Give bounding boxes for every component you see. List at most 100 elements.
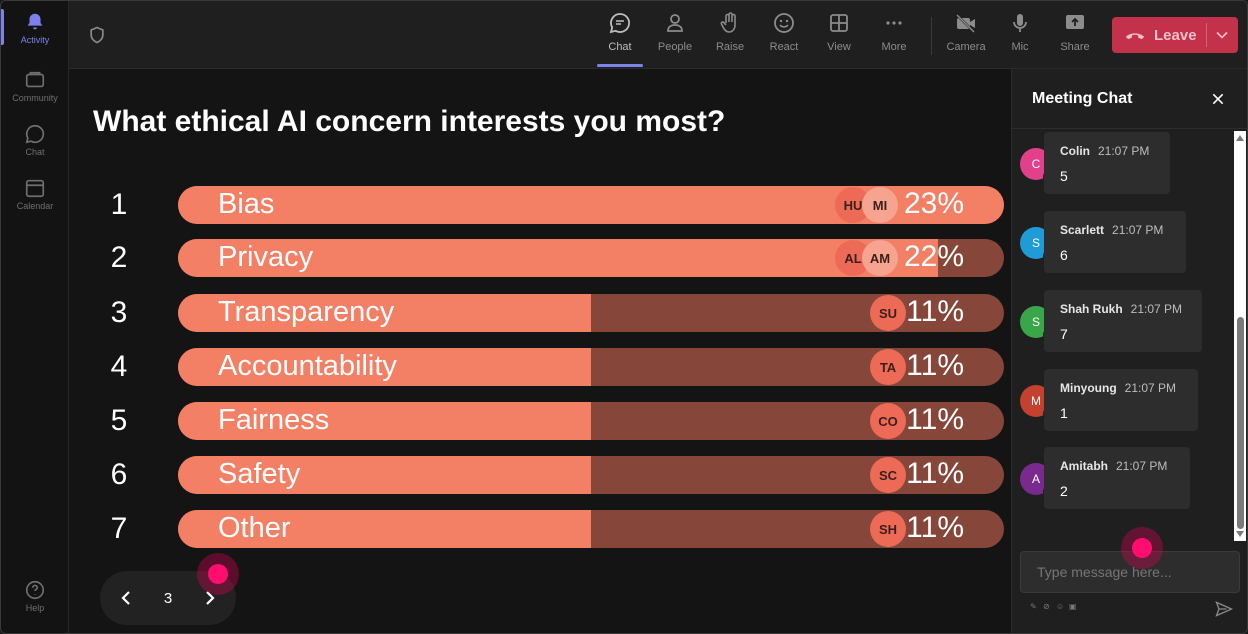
option-label: Accountability: [218, 350, 397, 382]
rail-label: Activity: [20, 35, 50, 45]
scroll-thumb[interactable]: [1237, 317, 1244, 529]
chevron-right-icon[interactable]: [198, 586, 222, 610]
chat-button[interactable]: Chat: [595, 11, 645, 67]
scroll-up-arrow[interactable]: [1236, 135, 1244, 141]
option-bar-fill: [178, 402, 591, 440]
message-header: Minyoung 21:07 PM: [1060, 379, 1182, 397]
message-text: 1: [1060, 405, 1068, 421]
meeting-toolbar: Chat People Raise React View More Camera: [69, 1, 1247, 69]
option-rank: 6: [110, 458, 128, 491]
rail-item-activity[interactable]: Activity: [1, 1, 69, 55]
app-rail: Activity Community Chat Calendar Help: [1, 1, 69, 633]
people-button[interactable]: People: [650, 11, 700, 63]
close-icon[interactable]: [1210, 91, 1226, 107]
message-time: 21:07 PM: [1098, 144, 1150, 158]
message-header: Amitabh 21:07 PM: [1060, 457, 1174, 475]
share-icon: [1066, 15, 1084, 29]
voter-avatar: SH: [870, 511, 906, 547]
leave-divider: [1206, 23, 1207, 47]
message-text: 7: [1060, 326, 1068, 342]
send-icon[interactable]: [1214, 599, 1234, 619]
meeting-chat-panel: Meeting Chat C Colin 21:07 PM 5 S Scarlett 21:…: [1011, 69, 1247, 633]
chat-message: M Minyoung 21:07 PM 1: [1020, 369, 1220, 433]
share-button[interactable]: Share: [1050, 11, 1100, 63]
chat-scrollbar[interactable]: [1234, 131, 1246, 541]
message-text: 6: [1060, 247, 1068, 263]
shield-icon[interactable]: [87, 25, 107, 45]
rail-item-community[interactable]: Community: [1, 59, 69, 113]
more-button-label: More: [881, 41, 907, 53]
leave-button[interactable]: Leave: [1112, 17, 1238, 53]
option-bar-fill: [178, 348, 591, 386]
grid-icon: [830, 14, 848, 32]
message-bubble: Shah Rukh 21:07 PM 7: [1044, 290, 1202, 352]
smile-icon: [774, 13, 794, 33]
message-header: Colin 21:07 PM: [1060, 142, 1154, 160]
view-button[interactable]: View: [814, 11, 864, 63]
option-bar-fill: [178, 239, 938, 277]
option-label: Transparency: [218, 296, 395, 328]
click-indicator: [197, 553, 239, 595]
mic-button[interactable]: Mic: [995, 11, 1045, 63]
chat-message: A Amitabh 21:07 PM 2: [1020, 447, 1220, 511]
message-input[interactable]: [1020, 551, 1240, 593]
message-time: 21:07 PM: [1112, 223, 1164, 237]
option-percent: 11%: [906, 403, 964, 436]
poll-option-row: 1 Bias HU MI 23%: [69, 186, 1011, 224]
rail-item-calendar[interactable]: Calendar: [1, 167, 69, 221]
phone-hangup-icon: [1125, 33, 1145, 40]
people-button-label: People: [657, 41, 693, 53]
rail-item-chat[interactable]: Chat: [1, 113, 69, 167]
click-indicator: [1121, 527, 1163, 569]
emoji-icon[interactable]: ☺: [1056, 602, 1065, 611]
voter-avatar: AM: [862, 240, 898, 276]
page-number: 3: [163, 589, 173, 607]
camera-off-icon: [956, 14, 975, 33]
option-label: Bias: [218, 188, 275, 220]
react-button[interactable]: React: [759, 11, 809, 63]
message-bubble: Colin 21:07 PM 5: [1044, 132, 1170, 194]
poll-stage: What ethical AI concern interests you mo…: [69, 69, 1011, 633]
help-icon: [25, 580, 45, 600]
raise-hand-button[interactable]: Raise: [705, 11, 755, 63]
camera-button[interactable]: Camera: [941, 11, 991, 63]
option-bar: Accountability TA 11%: [178, 348, 1004, 386]
option-percent: 11%: [906, 349, 964, 382]
message-bubble: Minyoung 21:07 PM 1: [1044, 369, 1198, 431]
option-rank: 4: [110, 350, 128, 383]
option-bar: Bias HU MI 23%: [178, 186, 1004, 224]
sender-name: Minyoung: [1060, 381, 1117, 395]
chat-header: Meeting Chat: [1012, 69, 1247, 129]
option-bar: Transparency SU 11%: [178, 294, 1004, 332]
option-percent: 22%: [903, 240, 964, 273]
option-label: Fairness: [218, 404, 330, 436]
voter-avatar: SC: [870, 457, 906, 493]
camera-button-label: Camera: [946, 41, 986, 53]
scroll-down-arrow[interactable]: [1236, 531, 1244, 537]
chat-title: Meeting Chat: [1032, 90, 1133, 107]
gif-icon[interactable]: ▣: [1069, 602, 1077, 611]
rail-label: Chat: [25, 147, 45, 157]
message-bubble: Scarlett 21:07 PM 6: [1044, 211, 1186, 273]
attach-icon[interactable]: ⊘: [1043, 602, 1050, 611]
poll-option-row: 5 Fairness CO 11%: [69, 402, 1011, 440]
poll-question: What ethical AI concern interests you mo…: [93, 105, 726, 138]
message-header: Scarlett 21:07 PM: [1060, 221, 1170, 239]
composer-tools: ✎ ⊘ ☺ ▣: [1030, 603, 1077, 611]
poll-option-row: 6 Safety SC 11%: [69, 456, 1011, 494]
option-bar: Other SH 11%: [178, 510, 1004, 548]
option-bar: Fairness CO 11%: [178, 402, 1004, 440]
chat-message: S Scarlett 21:07 PM 6: [1020, 211, 1220, 275]
option-rank: 1: [110, 188, 128, 221]
rail-item-help[interactable]: Help: [1, 569, 69, 623]
message-text: 2: [1060, 483, 1068, 499]
chevron-down-icon[interactable]: [1212, 25, 1232, 45]
calendar-icon: [25, 179, 45, 198]
voter-avatar: SU: [870, 295, 906, 331]
chevron-left-icon[interactable]: [114, 586, 138, 610]
sender-name: Shah Rukh: [1060, 302, 1123, 316]
share-button-label: Share: [1060, 41, 1090, 53]
format-icon[interactable]: ✎: [1030, 602, 1037, 611]
more-button[interactable]: More: [869, 11, 919, 63]
message-time: 21:07 PM: [1130, 302, 1183, 316]
